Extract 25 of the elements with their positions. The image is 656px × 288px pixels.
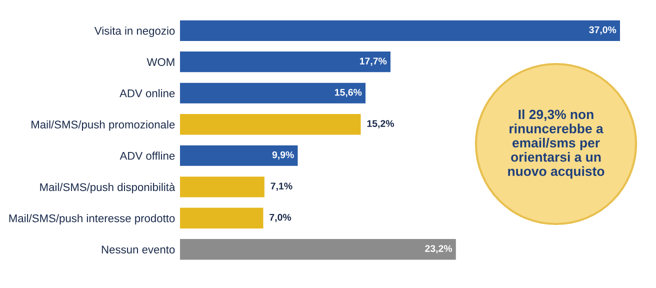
y-tick-label: Mail/SMS/push promozionale	[32, 120, 175, 131]
annotation: Il 29,3% non rinuncerebbe a email/sms per orientarsi a un nuovo acquisto	[508, 109, 604, 179]
y-tick-label: ADV online	[120, 89, 175, 98]
y-tick-label: WOM	[146, 58, 174, 66]
bar	[180, 82, 366, 104]
bar	[180, 145, 298, 166]
data-label: 9,9%	[272, 151, 294, 160]
bar	[180, 114, 361, 135]
bar	[180, 52, 390, 72]
data-label: 17,7%	[360, 58, 387, 66]
y-tick-label: ADV offline	[120, 152, 175, 160]
data-label: 23,2%	[425, 245, 452, 254]
y-tick-label: Mail/SMS/push disponibilità	[40, 182, 176, 194]
data-label: 15,2%	[367, 120, 394, 128]
data-label: 7,0%	[270, 214, 292, 222]
data-label: 7,1%	[270, 182, 292, 191]
data-label: 15,6%	[334, 88, 362, 98]
bar	[180, 239, 456, 260]
bar	[180, 176, 264, 198]
bar	[180, 20, 620, 41]
bar	[180, 208, 264, 228]
y-tick-label: Visita in negozio	[94, 26, 175, 37]
data-label: 37,0%	[589, 26, 616, 35]
y-tick-label: Mail/SMS/push interesse prodotto	[9, 214, 175, 224]
y-tick-label: Nessun evento	[102, 246, 175, 254]
